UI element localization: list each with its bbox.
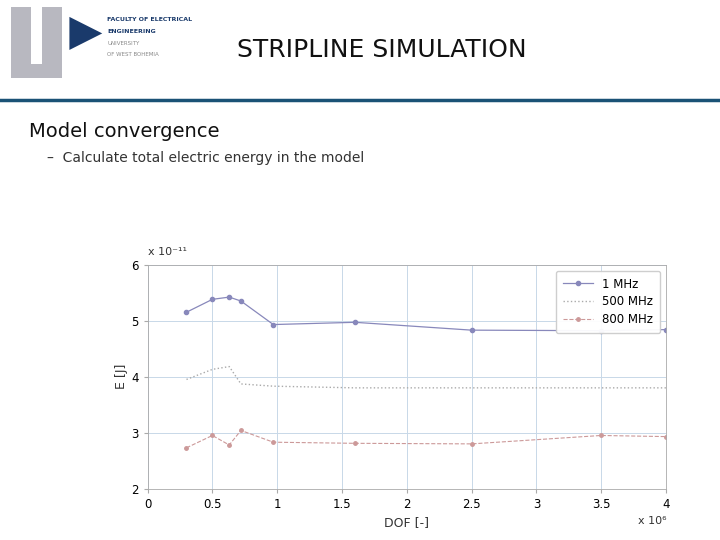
Text: x 10⁶: x 10⁶ <box>637 516 666 525</box>
1 MHz <box>269 321 278 328</box>
500 MHz <box>662 384 670 391</box>
500 MHz <box>208 366 217 373</box>
Bar <box>11 8 32 26</box>
Text: x 10⁻¹¹: x 10⁻¹¹ <box>148 247 186 256</box>
500 MHz <box>597 384 606 391</box>
500 MHz <box>467 384 476 391</box>
800 MHz <box>269 439 278 446</box>
1 MHz <box>208 296 217 302</box>
1 MHz <box>597 327 606 334</box>
Bar <box>11 64 63 78</box>
500 MHz <box>182 376 191 383</box>
Text: UNIVERSITY: UNIVERSITY <box>107 41 140 46</box>
1 MHz <box>225 294 233 300</box>
Line: 1 MHz: 1 MHz <box>184 295 668 333</box>
1 MHz <box>351 319 359 326</box>
800 MHz <box>208 432 217 438</box>
Legend: 1 MHz, 500 MHz, 800 MHz: 1 MHz, 500 MHz, 800 MHz <box>556 271 660 333</box>
800 MHz <box>597 432 606 438</box>
Bar <box>11 8 32 78</box>
800 MHz <box>182 444 191 451</box>
Polygon shape <box>69 17 102 50</box>
800 MHz <box>237 427 246 434</box>
500 MHz <box>351 384 359 391</box>
Text: ENGINEERING: ENGINEERING <box>107 29 156 33</box>
Text: –  Calculate total electric energy in the model: – Calculate total electric energy in the… <box>47 151 364 165</box>
Line: 800 MHz: 800 MHz <box>185 429 667 449</box>
800 MHz <box>351 440 359 447</box>
1 MHz <box>467 327 476 333</box>
500 MHz <box>225 363 233 370</box>
800 MHz <box>662 434 670 440</box>
800 MHz <box>225 442 233 448</box>
500 MHz <box>269 383 278 389</box>
Text: Model convergence: Model convergence <box>29 122 220 140</box>
Text: OF WEST BOHEMIA: OF WEST BOHEMIA <box>107 52 159 57</box>
Line: 500 MHz: 500 MHz <box>186 367 666 388</box>
Text: FACULTY OF ELECTRICAL: FACULTY OF ELECTRICAL <box>107 17 192 22</box>
1 MHz <box>182 309 191 315</box>
800 MHz <box>467 441 476 447</box>
1 MHz <box>662 326 670 333</box>
Text: STRIPLINE SIMULATION: STRIPLINE SIMULATION <box>237 38 526 62</box>
Y-axis label: E [J]: E [J] <box>115 364 128 389</box>
500 MHz <box>237 381 246 387</box>
X-axis label: DOF [-]: DOF [-] <box>384 516 429 529</box>
1 MHz <box>237 298 246 304</box>
Bar <box>42 8 63 78</box>
